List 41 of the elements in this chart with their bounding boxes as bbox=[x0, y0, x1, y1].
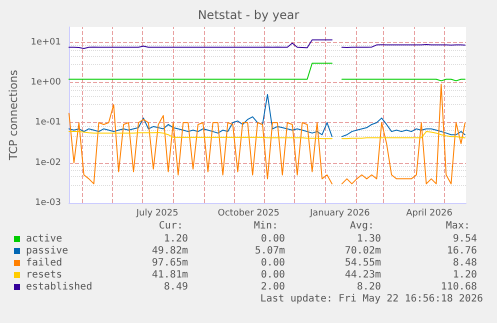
y-tick-label: 1e+01 bbox=[30, 37, 61, 48]
text: 16.76 bbox=[446, 246, 477, 256]
text: 1.30 bbox=[356, 234, 381, 244]
text: 0.00 bbox=[260, 270, 285, 280]
x-tick-label: July 2025 bbox=[135, 208, 178, 218]
y-tick-label: 1e-02 bbox=[35, 158, 61, 168]
x-tick-label: April 2026 bbox=[406, 208, 453, 218]
text: 8.20 bbox=[356, 282, 381, 292]
text: Avg: bbox=[350, 220, 374, 232]
legend-label: failed bbox=[26, 258, 62, 268]
text: 0.00 bbox=[260, 234, 285, 244]
text: 44.23m bbox=[344, 270, 381, 280]
text: 110.68 bbox=[440, 282, 477, 292]
text: Cur: bbox=[158, 220, 183, 232]
x-tick-label: January 2026 bbox=[309, 208, 370, 218]
y-tick-label: 1e-03 bbox=[35, 198, 61, 208]
legend-label: established bbox=[26, 282, 92, 292]
text: 2.00 bbox=[260, 282, 285, 292]
text: Max: bbox=[446, 220, 470, 232]
y-tick-label: 1e-01 bbox=[35, 118, 61, 128]
text: 49.82m bbox=[152, 246, 188, 256]
text: 41.81m bbox=[152, 270, 188, 280]
text: 54.55m bbox=[344, 258, 381, 268]
legend-label: active bbox=[26, 234, 62, 244]
text: 5.07m bbox=[254, 246, 285, 256]
text: 70.02m bbox=[344, 246, 381, 256]
legend-label: resets bbox=[26, 270, 62, 280]
text: 8.48 bbox=[452, 258, 477, 268]
text: Min: bbox=[254, 220, 278, 232]
text: 9.54 bbox=[452, 234, 477, 244]
text: 97.65m bbox=[152, 258, 188, 268]
legend-label: passive bbox=[26, 246, 68, 256]
y-axis-title: TCP connections bbox=[7, 70, 20, 162]
y-tick-label: 1e+00 bbox=[30, 77, 62, 88]
text: 1.20 bbox=[164, 234, 188, 244]
text: 8.49 bbox=[164, 282, 188, 292]
text: 1.20 bbox=[452, 270, 477, 280]
text: 0.00 bbox=[260, 258, 285, 268]
chart-title: Netstat - by year bbox=[198, 8, 300, 22]
x-tick-label: October 2025 bbox=[218, 208, 280, 218]
text: Last update: Fri May 22 16:56:18 2026 bbox=[260, 294, 483, 304]
